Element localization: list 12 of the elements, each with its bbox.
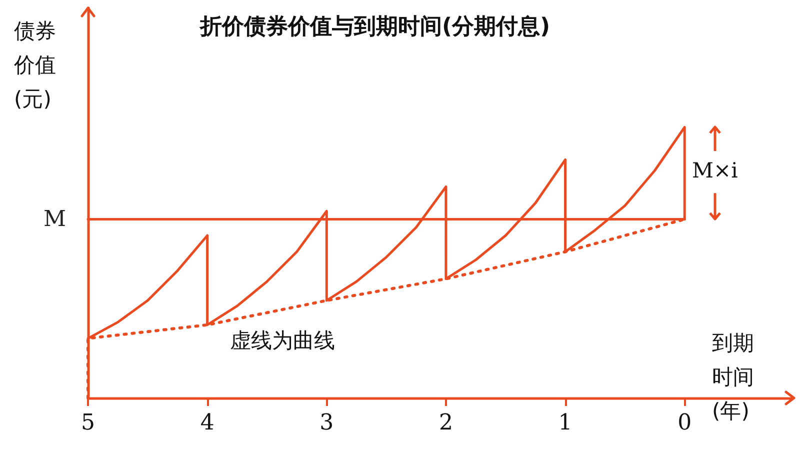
annotation: M×i (692, 158, 738, 182)
annotation: 虚线为曲线 (230, 328, 335, 352)
chart-title: 折价债券价值与到期时间(分期付息) (199, 14, 550, 40)
x-tick-label: 3 (320, 410, 334, 436)
x-tick-label: 4 (200, 410, 214, 436)
x-tick-label: 1 (558, 410, 572, 436)
x-axis-title: 到期时间(年) (712, 331, 754, 423)
y-axis-title: 债券价值(元) (13, 19, 56, 111)
x-tick-label: 0 (678, 410, 692, 436)
x-tick-label: 2 (438, 410, 453, 436)
x-tick-label: 5 (81, 410, 95, 436)
series-label: M (43, 206, 66, 232)
